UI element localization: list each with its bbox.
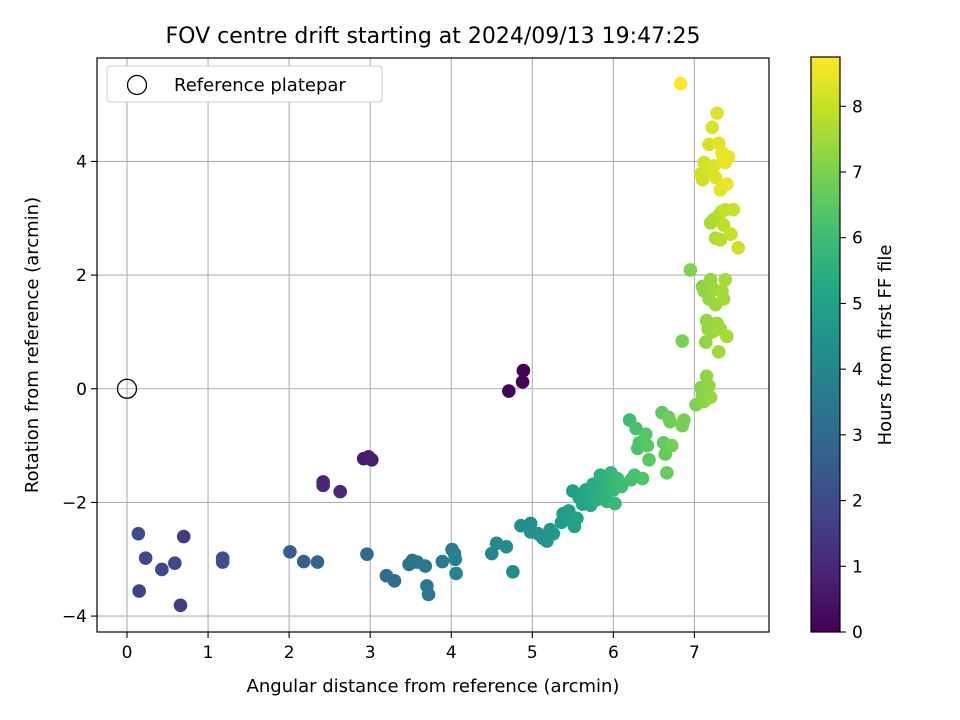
data-point xyxy=(418,559,433,573)
colorbar-tick-label: 8 xyxy=(852,97,863,117)
data-point xyxy=(708,170,723,185)
data-point xyxy=(515,375,530,389)
colorbar-tick-label: 1 xyxy=(852,557,863,577)
data-point xyxy=(132,584,146,598)
data-point xyxy=(702,379,716,393)
data-point xyxy=(720,177,734,191)
data-point xyxy=(608,496,622,511)
data-point xyxy=(283,545,297,559)
data-point xyxy=(138,551,153,565)
data-point xyxy=(721,150,736,164)
data-point xyxy=(421,587,436,602)
data-point xyxy=(215,555,230,569)
data-point xyxy=(570,511,584,526)
data-point xyxy=(716,292,731,306)
data-point xyxy=(731,241,745,255)
legend-label: Reference platepar xyxy=(174,75,346,96)
colorbar xyxy=(810,56,841,633)
y-tick-label: −2 xyxy=(62,493,87,513)
data-point xyxy=(718,272,733,287)
y-tick-label: 0 xyxy=(76,380,87,400)
reference-platepar-marker xyxy=(116,378,138,399)
data-point xyxy=(713,233,728,247)
data-point xyxy=(677,413,691,427)
data-point xyxy=(705,120,720,135)
x-tick-label: 3 xyxy=(365,643,376,663)
data-point xyxy=(501,384,516,398)
data-point xyxy=(711,345,726,359)
data-point xyxy=(173,598,188,613)
colorbar-ticks: 0 1 2 3 4 5 6 7 8 xyxy=(840,97,863,643)
data-point xyxy=(333,484,347,499)
y-axis-ticks: −4 −2 0 2 4 xyxy=(62,152,97,627)
data-point xyxy=(720,329,734,344)
x-tick-label: 7 xyxy=(689,643,700,663)
data-point xyxy=(435,554,450,569)
data-point xyxy=(310,555,325,569)
colorbar-tick-label: 3 xyxy=(852,426,863,446)
data-point xyxy=(516,363,531,378)
data-point xyxy=(499,539,514,554)
data-point xyxy=(664,438,679,453)
data-point xyxy=(168,556,182,571)
x-tick-label: 1 xyxy=(203,643,214,663)
grid xyxy=(97,58,769,632)
data-point xyxy=(698,335,713,349)
data-point xyxy=(360,547,374,561)
colorbar-tick-label: 6 xyxy=(852,229,863,249)
data-point xyxy=(716,218,731,232)
y-axis-label: Rotation from reference (arcmin) xyxy=(22,197,43,493)
x-tick-label: 0 xyxy=(122,643,133,663)
data-point xyxy=(703,390,718,405)
y-tick-label: −4 xyxy=(62,607,87,627)
colorbar-tick-label: 7 xyxy=(852,163,863,183)
data-point xyxy=(176,529,191,544)
x-tick-label: 6 xyxy=(608,643,619,663)
y-tick-label: 4 xyxy=(76,152,87,172)
x-tick-label: 5 xyxy=(527,643,538,663)
data-point xyxy=(614,479,629,494)
data-point xyxy=(640,438,655,453)
data-point xyxy=(724,227,738,241)
data-point xyxy=(638,427,653,442)
data-point xyxy=(155,562,169,577)
y-tick-label: 2 xyxy=(76,266,87,286)
chart-title: FOV centre drift starting at 2024/09/13 … xyxy=(166,24,701,49)
data-point xyxy=(683,263,698,277)
data-point xyxy=(663,414,677,429)
legend-marker-icon xyxy=(126,74,148,96)
data-point xyxy=(726,202,741,217)
legend-box xyxy=(106,65,383,103)
data-point xyxy=(506,564,520,579)
colorbar-tick-label: 2 xyxy=(852,492,863,512)
colorbar-tick-label: 4 xyxy=(852,360,863,380)
data-point xyxy=(660,466,674,480)
x-axis-ticks: 0 1 2 3 4 5 6 7 xyxy=(122,632,700,663)
colorbar-tick-label: 5 xyxy=(852,294,863,314)
data-point xyxy=(131,526,146,541)
data-point xyxy=(546,526,561,541)
colorbar-tick-label: 0 xyxy=(852,623,863,643)
data-point xyxy=(296,554,311,569)
data-point xyxy=(364,453,379,467)
data-points xyxy=(116,76,745,613)
data-point xyxy=(710,106,724,120)
data-point xyxy=(387,574,402,588)
data-point xyxy=(675,334,690,348)
data-point xyxy=(635,471,650,486)
data-point xyxy=(642,453,656,467)
legend: Reference platepar xyxy=(106,65,383,103)
x-axis-label: Angular distance from reference (arcmin) xyxy=(247,676,620,697)
data-point xyxy=(484,546,499,561)
plot-frame xyxy=(96,57,770,633)
x-tick-label: 2 xyxy=(284,643,295,663)
data-point xyxy=(448,552,463,567)
data-point xyxy=(316,478,330,493)
data-point xyxy=(449,566,463,581)
data-point xyxy=(673,76,688,91)
colorbar-label: Hours from first FF file xyxy=(875,245,896,446)
x-tick-label: 4 xyxy=(446,643,457,663)
